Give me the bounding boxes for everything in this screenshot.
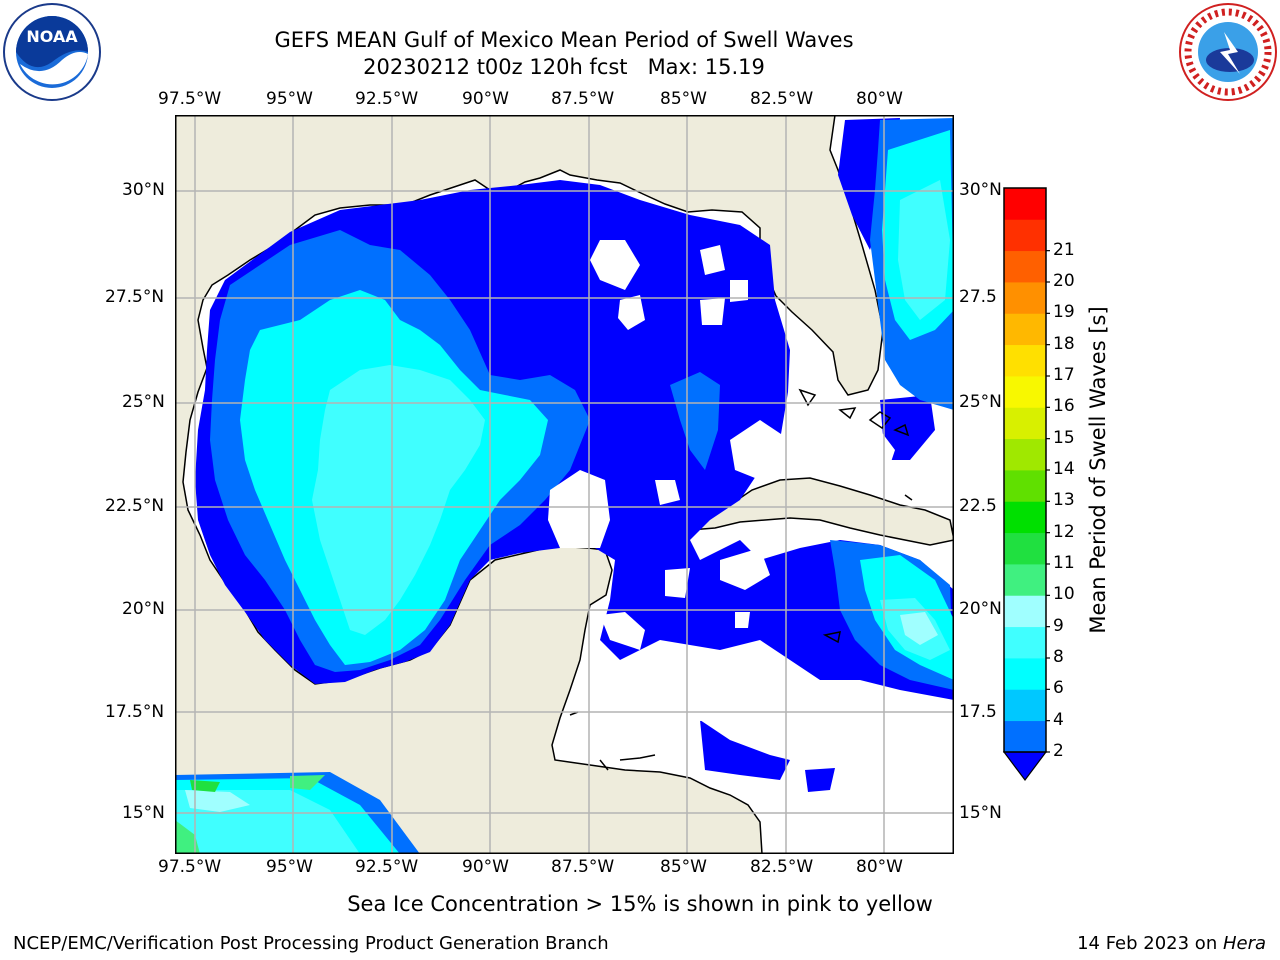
colorbar-block (1004, 344, 1046, 377)
lat-label: 30°N (122, 180, 165, 200)
lat-label: 27.5 (959, 287, 997, 307)
colorbar-block (1004, 438, 1046, 471)
lat-label: 27.5°N (105, 287, 165, 307)
colorbar-block (1004, 188, 1046, 220)
nws-logo (1179, 3, 1277, 101)
lon-label: 87.5°W (551, 857, 615, 877)
colorbar-block (1004, 250, 1046, 283)
lon-label: 82.5°W (750, 857, 814, 877)
footer-branch: NCEP/EMC/Verification Post Processing Pr… (13, 933, 609, 954)
colorbar-blocks (1004, 188, 1046, 753)
colorbar-tick-label: 20 (1053, 271, 1075, 291)
lat-label: 17.5°N (105, 702, 165, 722)
lon-label: 85°W (660, 857, 707, 877)
footer-host: Hera (1222, 933, 1266, 954)
colorbar-tick-label: 15 (1053, 427, 1075, 448)
sea-ice-note: Sea Ice Concentration > 15% is shown in … (0, 892, 1280, 916)
colorbar-tick-label: 18 (1053, 333, 1075, 354)
lat-label: 15°N (122, 803, 165, 823)
colorbar-block (1004, 564, 1046, 596)
lon-label: 90°W (462, 89, 509, 109)
colorbar-block (1004, 501, 1046, 534)
lon-label: 87.5°W (551, 89, 615, 109)
colorbar-tick-label: 11 (1053, 553, 1075, 573)
colorbar-block (1004, 470, 1046, 502)
lon-label: 85°W (660, 89, 707, 109)
lon-label: 95°W (266, 857, 313, 877)
colorbar-tick-label: 8 (1053, 647, 1064, 667)
noaa-logo-text: NOAA (26, 27, 78, 46)
colorbar-tick-label: 2 (1053, 741, 1064, 761)
colorbar-block (1004, 689, 1046, 722)
colorbar-extend-arrow (1002, 751, 1048, 781)
map-panel (175, 115, 954, 854)
colorbar-block (1004, 219, 1046, 252)
colorbar-block (1004, 313, 1046, 346)
colorbar-block (1004, 532, 1046, 565)
lon-label: 97.5°W (158, 89, 222, 109)
graticule (175, 115, 954, 854)
lat-label: 25°N (122, 392, 165, 412)
colorbar-tick-label: 17 (1053, 365, 1075, 385)
lon-label: 90°W (462, 857, 509, 877)
map-frame (175, 115, 954, 854)
colorbar-block (1004, 658, 1046, 690)
colorbar-tick-label: 13 (1053, 490, 1075, 511)
lon-label: 80°W (856, 89, 903, 109)
map-subtitle: 20230212 t00z 120h fcst Max: 15.19 (363, 55, 765, 79)
field-gaps (548, 240, 895, 722)
footer-date-text: 14 Feb 2023 on (1077, 933, 1223, 954)
footer-date: 14 Feb 2023 on Hera (1077, 933, 1266, 954)
colorbar-block (1004, 376, 1046, 408)
colorbar-tick-label: 10 (1053, 584, 1075, 605)
lon-label: 82.5°W (750, 89, 814, 109)
lat-label: 30°N (959, 180, 1002, 200)
colorbar-tick-label: 21 (1053, 239, 1075, 260)
lon-label: 95°W (266, 89, 313, 109)
colorbar-tick-label: 6 (1053, 678, 1064, 699)
colorbar-tick-label: 14 (1053, 459, 1075, 479)
lat-label: 15°N (959, 803, 1002, 823)
lat-label: 25°N (959, 392, 1002, 412)
sea-ice-note-text: Sea Ice Concentration > 15% is shown in … (347, 892, 933, 916)
colorbar-tick-label: 4 (1053, 709, 1064, 730)
colorbar-block (1004, 626, 1046, 659)
map-title: GEFS MEAN Gulf of Mexico Mean Period of … (274, 28, 854, 52)
lon-label: 92.5°W (355, 89, 419, 109)
colorbar-tick-label: 19 (1053, 302, 1075, 323)
lat-label: 17.5 (959, 702, 997, 722)
lat-label: 20°N (122, 599, 165, 619)
colorbar (1002, 187, 1050, 781)
lat-label: 20°N (959, 599, 1002, 619)
lon-label: 92.5°W (355, 857, 419, 877)
noaa-logo: NOAA (3, 3, 101, 101)
colorbar-title: Mean Period of Swell Waves [s] (1086, 306, 1110, 634)
lon-label: 97.5°W (158, 857, 222, 877)
colorbar-block (1004, 282, 1046, 314)
lon-label: 80°W (856, 857, 903, 877)
colorbar-tick-label: 12 (1053, 521, 1075, 542)
lat-label: 22.5°N (105, 496, 165, 516)
colorbar-block (1004, 407, 1046, 440)
colorbar-tick-label: 16 (1053, 396, 1075, 417)
lat-label: 22.5 (959, 496, 997, 516)
colorbar-block (1004, 595, 1046, 628)
colorbar-tick-label: 9 (1053, 615, 1064, 636)
colorbar-block (1004, 720, 1046, 753)
